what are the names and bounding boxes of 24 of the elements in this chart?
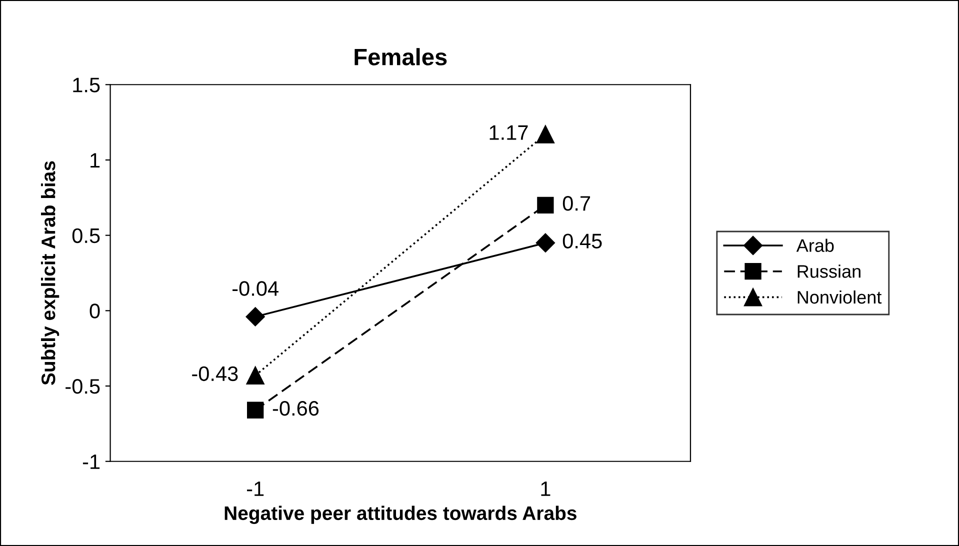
legend-label: Nonviolent <box>798 290 882 304</box>
point <box>536 233 555 252</box>
data-label: 0.45 <box>562 234 602 248</box>
y-tick-label: 1 <box>90 153 100 168</box>
data-label: 0.7 <box>562 196 590 211</box>
data-label: -0.66 <box>272 400 319 416</box>
data-label: -0.43 <box>192 366 238 382</box>
point <box>247 402 264 418</box>
y-axis-title: Subtly explicit Arab bias <box>40 161 60 385</box>
y-tick-label: 1.5 <box>73 78 100 92</box>
point <box>246 366 264 384</box>
point <box>536 125 554 144</box>
point <box>246 307 265 326</box>
y-tick-label: 0 <box>90 304 100 318</box>
point <box>537 196 554 214</box>
y-tick-label: 0.5 <box>72 228 100 244</box>
legend-label: Arab <box>796 238 834 252</box>
x-axis-title: Negative peer attitudes towards Arabs <box>224 506 576 524</box>
chart-title: Females <box>354 48 447 66</box>
y-tick-label: -1 <box>82 454 100 469</box>
legend-label: Russian <box>798 264 860 278</box>
y-tick-label: -0.5 <box>66 379 100 394</box>
data-label: 1.17 <box>490 125 528 140</box>
data-label: -0.04 <box>232 281 278 296</box>
